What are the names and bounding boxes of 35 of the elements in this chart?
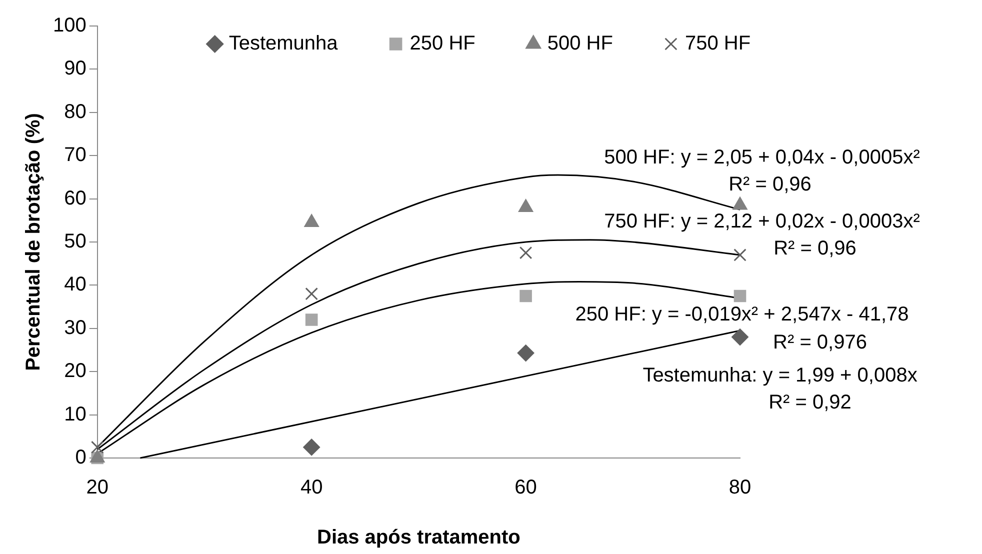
y-tick-label: 80 (64, 100, 86, 123)
point (303, 438, 320, 456)
point (90, 440, 104, 454)
y-tick-label: 100 (52, 14, 86, 37)
x-axis-title: Dias após tratamento (316, 526, 520, 549)
y-tick-label: 70 (64, 144, 86, 166)
annotation: 250 HF: y = -0,019x² + 2,547x - 41,78 R² = 0,976 (575, 304, 909, 354)
y-tick-label: 0 (75, 446, 86, 469)
legend-label: Testemunha (228, 32, 339, 55)
x-tick-label: 60 (514, 476, 537, 499)
legend-label: 250 HF (410, 32, 476, 55)
y-tick-label: 10 (64, 403, 86, 426)
point (734, 248, 746, 262)
point (732, 328, 748, 346)
legend-label: 750 HF (684, 32, 751, 55)
y-tick-label: 60 (64, 187, 86, 210)
point (517, 344, 534, 362)
y-tick-label: 20 (64, 360, 86, 382)
y-tick-label: 30 (64, 316, 86, 339)
point (305, 287, 318, 300)
point (519, 246, 532, 260)
x-tick-label: 80 (728, 476, 752, 499)
annotation: 750 HF: y = 2,12 + 0,02x - 0,0003x² R² = 0,96 (604, 210, 920, 260)
y-tick-label: 90 (64, 58, 86, 80)
legend-label: 500 HF (547, 32, 613, 55)
annotation: Testemunha: y = 1,99 + 0,008x R² = 0,92 (642, 364, 918, 414)
y-tick-label: 50 (64, 230, 86, 253)
point (734, 290, 746, 302)
y-tick-label: 40 (64, 274, 86, 296)
point (305, 314, 318, 326)
point (520, 290, 532, 302)
x-tick-label: 40 (300, 476, 323, 499)
y-axis-title: Percentual de brotação (%) (22, 113, 45, 371)
annotation: 500 HF: y = 2,05 + 0,04x - 0,0005x² R² = 0,96 (604, 146, 920, 196)
x-tick-label: 20 (86, 476, 108, 499)
